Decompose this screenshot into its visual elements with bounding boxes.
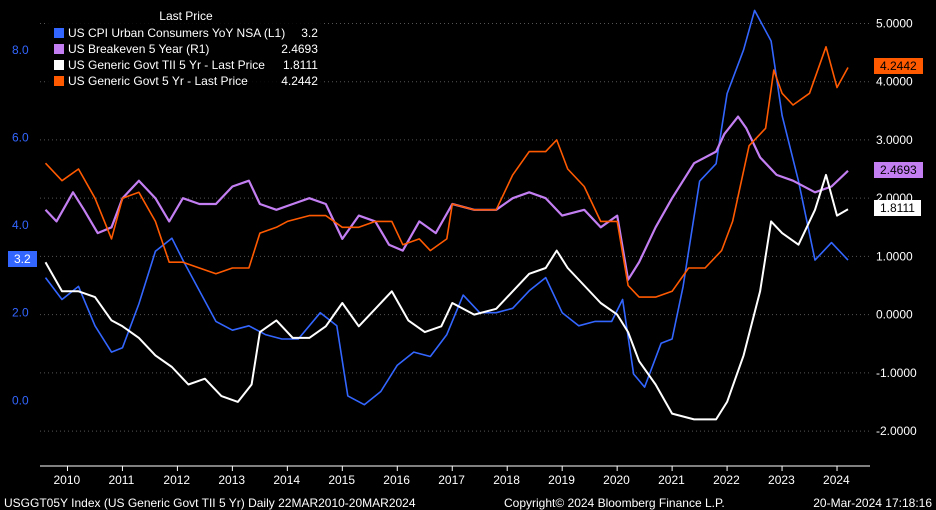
legend-row-2: US Generic Govt TII 5 Yr - Last Price 1.8… [54,57,318,73]
legend-label: US CPI Urban Consumers YoY NSA (L1) [68,25,285,41]
svg-text:5.0000: 5.0000 [876,16,913,30]
legend-swatch [54,76,64,86]
legend-row-0: US CPI Urban Consumers YoY NSA (L1)3.2 [54,25,318,41]
svg-text:2024: 2024 [823,473,850,487]
svg-text:2015: 2015 [328,473,355,487]
legend-value: 4.2442 [269,73,318,89]
svg-text:2010: 2010 [53,473,80,487]
legend-swatch [54,44,64,54]
svg-text:0.0: 0.0 [12,393,29,407]
svg-text:2018: 2018 [493,473,520,487]
price-badge: 1.8111 [874,200,921,216]
chart-root: -2.0000-1.00000.00001.00002.00003.00004.… [0,0,936,510]
legend-title: Last Price [54,8,318,24]
legend-label: US Generic Govt TII 5 Yr - Last Price [68,57,265,73]
legend-value: 2.4693 [269,41,318,57]
footer-right: 20-Mar-2024 17:18:16 [813,496,932,510]
svg-text:2011: 2011 [108,473,134,487]
svg-text:2022: 2022 [713,473,740,487]
svg-text:2019: 2019 [548,473,575,487]
svg-text:2016: 2016 [383,473,410,487]
price-badge: 2.4693 [874,162,923,178]
svg-text:-2.0000: -2.0000 [876,424,917,438]
legend-box: Last Price US CPI Urban Consumers YoY NS… [48,6,324,91]
svg-text:2017: 2017 [438,473,465,487]
footer-mid: Copyright© 2024 Bloomberg Finance L.P. [504,496,725,510]
svg-text:0.0000: 0.0000 [876,308,913,322]
svg-text:2012: 2012 [163,473,190,487]
legend-row-3: US Generic Govt 5 Yr - Last Price 4.2442 [54,73,318,89]
price-badge-left: 3.2 [8,251,37,267]
chart-footer: USGGT05Y Index (US Generic Govt TII 5 Yr… [0,496,936,510]
svg-text:-1.0000: -1.0000 [876,366,917,380]
svg-text:2013: 2013 [218,473,245,487]
footer-left: USGGT05Y Index (US Generic Govt TII 5 Yr… [4,496,416,510]
series-breakeven [46,117,849,280]
svg-text:4.0: 4.0 [12,218,29,232]
price-badge: 4.2442 [874,58,923,74]
svg-text:3.0000: 3.0000 [876,133,913,147]
svg-text:2020: 2020 [603,473,630,487]
legend-swatch [54,60,64,70]
legend-value: 3.2 [289,25,318,41]
svg-text:2014: 2014 [273,473,300,487]
legend-label: US Breakeven 5 Year (R1) [68,41,209,57]
svg-text:1.0000: 1.0000 [876,249,913,263]
svg-text:8.0: 8.0 [12,43,29,57]
svg-text:2.0: 2.0 [12,306,29,320]
svg-text:2023: 2023 [768,473,795,487]
legend-row-1: US Breakeven 5 Year (R1) 2.4693 [54,41,318,57]
svg-text:2021: 2021 [658,473,685,487]
svg-text:6.0: 6.0 [12,130,29,144]
legend-value: 1.8111 [271,57,318,73]
svg-text:4.0000: 4.0000 [876,75,913,89]
legend-swatch [54,28,64,38]
legend-label: US Generic Govt 5 Yr - Last Price [68,73,248,89]
